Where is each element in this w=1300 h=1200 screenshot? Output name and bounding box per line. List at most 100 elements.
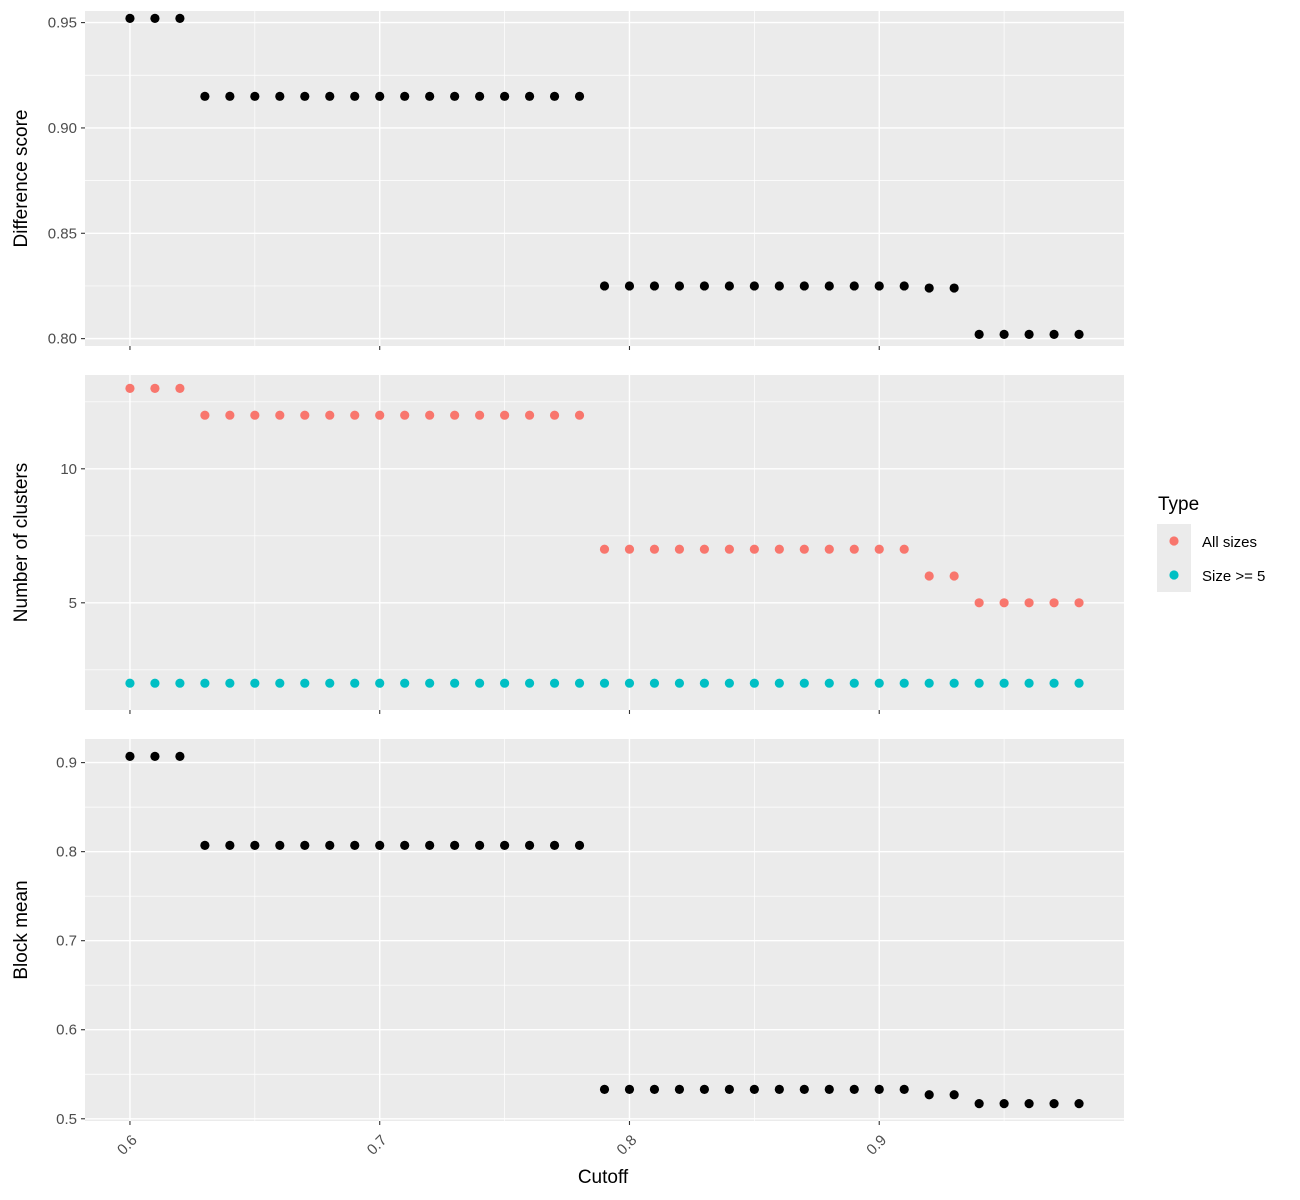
data-point [949, 571, 959, 581]
data-point [225, 678, 235, 688]
data-point [949, 1090, 959, 1100]
data-point [275, 410, 285, 420]
y-tick-label: 0.6 [56, 1022, 77, 1039]
data-point [574, 91, 585, 101]
data-point [250, 840, 260, 851]
data-point [974, 1099, 984, 1109]
data-point [849, 281, 859, 291]
panel-background [85, 739, 1124, 1121]
data-point [824, 1084, 834, 1094]
y-axis-title: Difference score [11, 110, 32, 248]
data-point [999, 598, 1009, 608]
data-point [475, 840, 485, 851]
data-point [849, 544, 859, 554]
data-point [724, 1084, 734, 1094]
data-point [375, 410, 385, 420]
data-point [624, 281, 635, 291]
data-point [674, 281, 685, 291]
data-point [749, 281, 759, 291]
data-point [275, 91, 285, 101]
data-point [699, 544, 710, 554]
data-point [924, 678, 934, 688]
y-tick-label: 0.90 [48, 120, 77, 137]
data-point [450, 410, 460, 420]
data-point [674, 678, 685, 688]
data-point [924, 1090, 934, 1100]
data-point [799, 678, 809, 688]
data-point [150, 13, 160, 23]
data-point [1049, 329, 1059, 340]
data-point [974, 598, 984, 608]
data-point [125, 751, 135, 761]
data-point [400, 840, 410, 851]
data-point [874, 544, 884, 554]
y-axis-title: Number of clusters [11, 463, 32, 622]
data-point [275, 840, 285, 851]
x-tick-label: 0.7 [364, 1132, 391, 1159]
data-point [300, 91, 310, 101]
data-point [425, 91, 435, 101]
data-point [899, 544, 909, 554]
data-point [325, 91, 335, 101]
data-point [150, 383, 160, 393]
series-2-0 [125, 751, 1084, 1109]
legend-title: Type [1158, 494, 1199, 515]
y-tick-label: 10 [60, 461, 77, 478]
data-point [749, 678, 759, 688]
data-point [599, 678, 610, 688]
data-point [824, 281, 834, 291]
data-point [599, 281, 610, 291]
data-point [499, 678, 510, 688]
data-point [549, 678, 560, 688]
data-point [250, 91, 260, 101]
data-point [649, 678, 660, 688]
panel-1: 5 10 Number of clusters [11, 375, 1124, 714]
data-point [375, 840, 385, 851]
data-point [1074, 678, 1084, 688]
data-point [425, 840, 435, 851]
data-point [150, 678, 160, 688]
data-point [799, 544, 809, 554]
data-point [225, 91, 235, 101]
panel-background [85, 375, 1124, 710]
data-point [1049, 598, 1059, 608]
data-point [999, 1099, 1009, 1109]
panel-background [85, 11, 1124, 346]
data-point [574, 840, 585, 851]
data-point [999, 678, 1009, 688]
legend-label-all-sizes: All sizes [1202, 534, 1257, 551]
data-point [375, 91, 385, 101]
data-point [499, 410, 510, 420]
data-point [874, 1084, 884, 1094]
x-tick-label: 0.8 [614, 1132, 641, 1159]
data-point [475, 410, 485, 420]
data-point [799, 1084, 809, 1094]
data-point [524, 840, 535, 851]
series-1-0 [125, 383, 1084, 608]
panels: 0.80 0.85 0.90 0.95 Difference score 5 10 Numbe… [11, 11, 1124, 1159]
y-tick-label: 0.9 [56, 755, 77, 772]
data-point [649, 1084, 660, 1094]
data-point [674, 1084, 685, 1094]
data-point [400, 91, 410, 101]
data-point [624, 544, 635, 554]
data-point [949, 283, 959, 293]
data-point [649, 281, 660, 291]
data-point [874, 678, 884, 688]
data-point [924, 571, 934, 581]
data-point [899, 1084, 909, 1094]
data-point [699, 281, 710, 291]
y-tick-label: 0.95 [48, 15, 77, 32]
data-point [125, 383, 135, 393]
data-point [624, 678, 635, 688]
data-point [724, 544, 734, 554]
data-point [1074, 1099, 1084, 1109]
data-point [1024, 678, 1034, 688]
data-point [824, 544, 834, 554]
data-point [974, 329, 984, 340]
legend-key-size-ge-5 [1169, 570, 1179, 580]
data-point [799, 281, 809, 291]
data-point [200, 91, 210, 101]
data-point [924, 283, 934, 293]
